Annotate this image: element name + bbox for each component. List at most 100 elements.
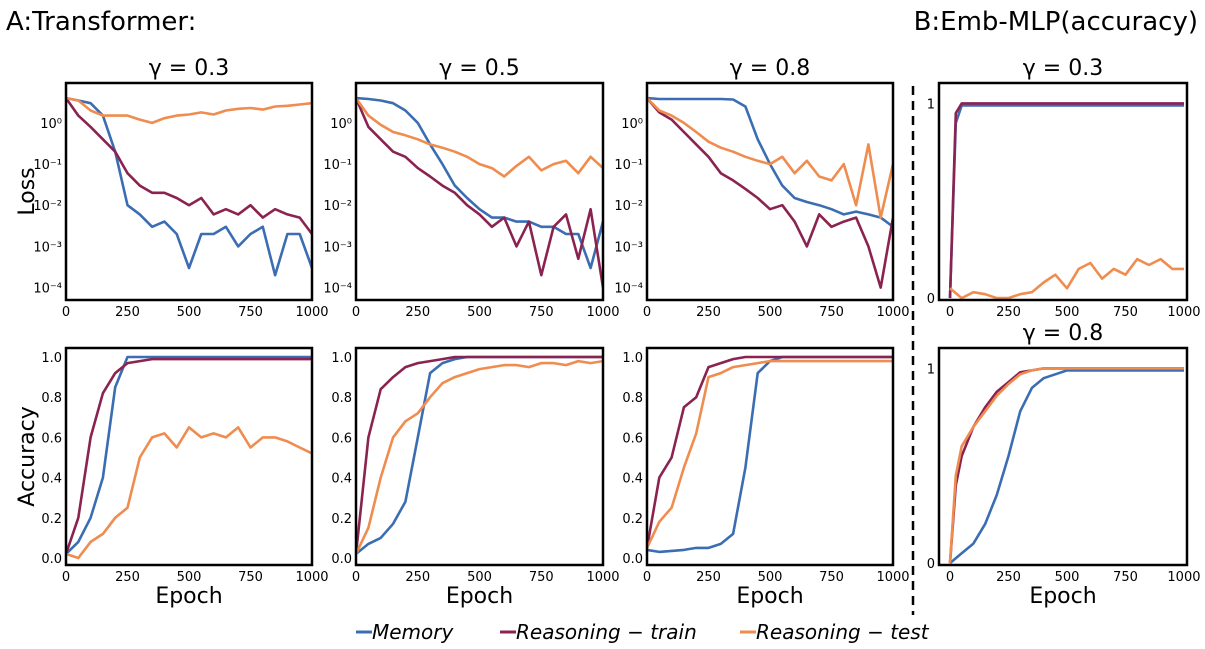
series-line-reasoning-train bbox=[356, 97, 603, 288]
series-line-memory bbox=[948, 104, 1184, 299]
series-line-reasoning-test bbox=[356, 97, 603, 178]
y-tick-label: 0.2 bbox=[331, 512, 352, 527]
panel-2: 0 250 500 750 1000 10⁰ 10⁻¹ 10⁻² 10⁻³ 10⁻⁴ γ = 0.5 bbox=[323, 56, 619, 320]
x-tick-label: 250 bbox=[996, 305, 1021, 320]
x-axis-label: Epoch bbox=[446, 584, 513, 609]
y-tick-label: 0 bbox=[927, 557, 935, 572]
y-tick-label: 0.2 bbox=[622, 512, 643, 527]
panel-title: γ = 0.5 bbox=[439, 56, 519, 81]
y-tick-label: 10⁻⁴ bbox=[614, 282, 643, 297]
x-tick-label: 500 bbox=[177, 570, 202, 585]
series-line-reasoning-test bbox=[66, 426, 312, 560]
x-tick-label: 750 bbox=[529, 570, 554, 585]
y-tick-label: 10⁻² bbox=[323, 199, 352, 214]
y-tick-label: 1 bbox=[927, 362, 935, 377]
x-tick-label: 250 bbox=[115, 305, 140, 320]
x-tick-label: 750 bbox=[238, 305, 263, 320]
plot-frame bbox=[645, 346, 895, 567]
series-line-reasoning-test bbox=[356, 359, 603, 555]
plot-frame bbox=[937, 81, 1189, 302]
x-tick-label: 1000 bbox=[876, 305, 909, 320]
x-tick-label: 1000 bbox=[295, 570, 328, 585]
panel-title: γ = 0.3 bbox=[1023, 56, 1103, 81]
y-tick-label: 0.4 bbox=[622, 472, 643, 487]
y-tick-label: 10⁻⁴ bbox=[323, 282, 352, 297]
x-tick-label: 750 bbox=[1113, 570, 1138, 585]
legend-item: Memory bbox=[356, 620, 455, 644]
x-tick-label: 500 bbox=[758, 305, 783, 320]
y-tick-label: 10⁻³ bbox=[323, 240, 352, 255]
x-tick-label: 750 bbox=[1113, 305, 1138, 320]
x-tick-label: 250 bbox=[115, 570, 140, 585]
y-tick-label: 0.8 bbox=[622, 391, 643, 406]
x-tick-label: 0 bbox=[62, 305, 70, 320]
x-axis-label: Epoch bbox=[155, 584, 222, 609]
x-tick-label: 0 bbox=[643, 570, 651, 585]
y-tick-label: 10⁻¹ bbox=[614, 158, 643, 173]
x-tick-label: 750 bbox=[819, 305, 844, 320]
panel-8: 0 250 500 750 1000 0 1 γ = 0.8 Epoch bbox=[927, 321, 1201, 609]
series-line-reasoning-test bbox=[948, 367, 1184, 564]
y-axis-label: Loss bbox=[15, 167, 40, 215]
y-tick-label: 10⁻³ bbox=[33, 240, 62, 255]
y-tick-label: 1.0 bbox=[331, 351, 352, 366]
plot-frame bbox=[64, 81, 314, 302]
series-line-reasoning-train bbox=[647, 97, 893, 289]
x-tick-label: 500 bbox=[467, 570, 492, 585]
x-tick-label: 1000 bbox=[1167, 570, 1200, 585]
y-tick-label: 10⁻¹ bbox=[323, 158, 352, 173]
x-tick-label: 500 bbox=[1055, 570, 1080, 585]
y-tick-label: 0.6 bbox=[41, 431, 62, 446]
x-tick-label: 1000 bbox=[586, 305, 619, 320]
y-tick-label: 10⁻⁴ bbox=[33, 282, 62, 297]
x-tick-label: 500 bbox=[1055, 305, 1080, 320]
plot-frame bbox=[354, 81, 605, 302]
series-line-reasoning-test bbox=[949, 257, 1184, 300]
legend-label: Reasoning − train bbox=[516, 620, 697, 644]
y-tick-label: 10⁻³ bbox=[614, 240, 643, 255]
series-line-reasoning-train bbox=[948, 367, 1184, 564]
series-line-memory bbox=[647, 355, 893, 554]
y-tick-label: 10⁻² bbox=[614, 199, 643, 214]
x-tick-label: 250 bbox=[696, 305, 721, 320]
x-axis-label: Epoch bbox=[1029, 584, 1096, 609]
series-line-memory bbox=[66, 96, 312, 277]
x-tick-label: 0 bbox=[643, 305, 651, 320]
x-tick-label: 0 bbox=[352, 305, 360, 320]
x-tick-label: 500 bbox=[758, 570, 783, 585]
series-line-memory bbox=[949, 369, 1184, 565]
x-tick-label: 750 bbox=[819, 570, 844, 585]
series-line-memory bbox=[356, 96, 603, 270]
plot-frame bbox=[64, 346, 314, 567]
y-tick-label: 1 bbox=[927, 97, 935, 112]
series-line-reasoning-test bbox=[647, 97, 893, 219]
panel-6: 0 250 500 750 1000 0.0 0.2 0.4 0.6 0.8 1.0 Epoch bbox=[331, 346, 620, 609]
panel-title: γ = 0.8 bbox=[730, 56, 810, 81]
plot-frame bbox=[937, 346, 1189, 567]
x-tick-label: 1000 bbox=[295, 305, 328, 320]
y-tick-label: 0.4 bbox=[41, 472, 62, 487]
panel-3: 0 250 500 750 1000 10⁰ 10⁻¹ 10⁻² 10⁻³ 10⁻⁴ γ = 0.8 bbox=[614, 56, 909, 320]
x-axis-label: Epoch bbox=[736, 584, 803, 609]
x-tick-label: 0 bbox=[946, 305, 954, 320]
panel-title: γ = 0.3 bbox=[149, 56, 229, 81]
x-tick-label: 500 bbox=[467, 305, 492, 320]
panel-4: 0 250 500 750 1000 0 1 γ = 0.3 bbox=[927, 56, 1201, 320]
y-tick-label: 0.6 bbox=[331, 431, 352, 446]
x-tick-label: 1000 bbox=[1167, 305, 1200, 320]
y-tick-label: 10⁻¹ bbox=[33, 158, 62, 173]
y-tick-label: 0.4 bbox=[331, 472, 352, 487]
x-tick-label: 250 bbox=[405, 570, 430, 585]
y-tick-label: 10⁰ bbox=[621, 117, 643, 132]
y-tick-label: 0.0 bbox=[331, 552, 352, 567]
x-tick-label: 750 bbox=[529, 305, 554, 320]
plot-frame bbox=[645, 81, 895, 302]
x-tick-label: 0 bbox=[352, 570, 360, 585]
y-tick-label: 0.6 bbox=[622, 431, 643, 446]
x-tick-label: 250 bbox=[405, 305, 430, 320]
y-tick-label: 0.0 bbox=[41, 552, 62, 567]
y-tick-label: 0.2 bbox=[41, 512, 62, 527]
y-tick-label: 10⁻² bbox=[33, 199, 62, 214]
plot-frame bbox=[354, 346, 605, 567]
panel-1: 0 250 500 750 1000 10⁰ 10⁻¹ 10⁻² 10⁻³ 10⁻⁴ γ = 0.3… bbox=[15, 56, 329, 320]
